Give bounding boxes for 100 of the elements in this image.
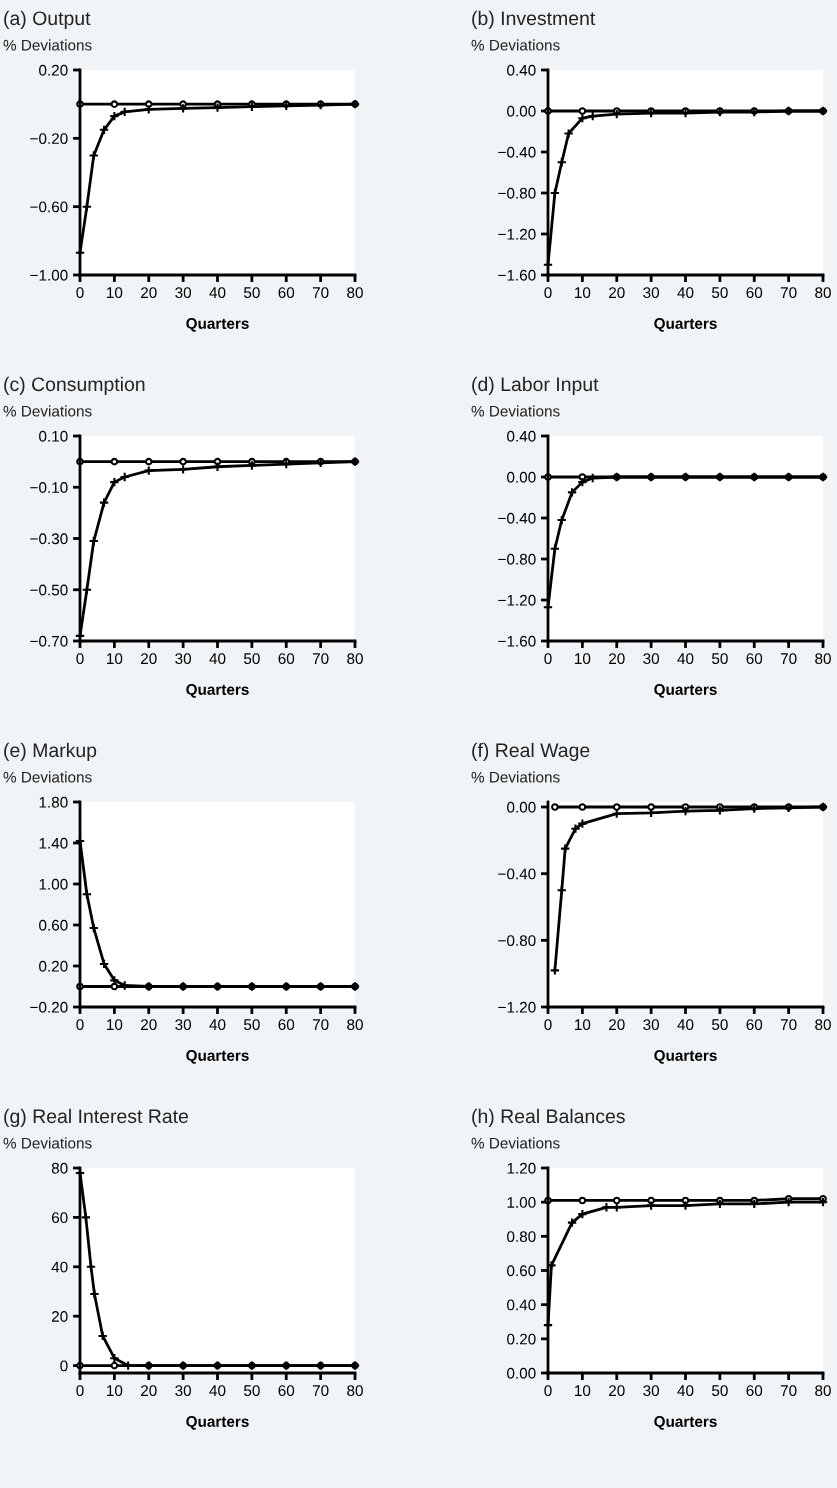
y-tick-label: 1.00 (507, 1197, 536, 1208)
y-tick-label: 0 (60, 1360, 68, 1372)
y-tick-label: −1.00 (30, 269, 68, 281)
x-tick-label: 60 (278, 653, 295, 665)
x-tick-label: 10 (107, 653, 123, 665)
y-tick-label: −1.20 (498, 594, 536, 606)
x-tick-label: 60 (746, 287, 763, 299)
x-tick-label: 50 (243, 653, 260, 665)
y-tick-label: −0.20 (30, 1001, 68, 1013)
y-tick-label: 1.00 (39, 878, 68, 890)
y-axis-title: % Deviations (471, 405, 560, 417)
x-tick-label: 30 (175, 1385, 192, 1397)
y-tick-label: −0.10 (30, 482, 68, 493)
y-tick-label: 0.20 (507, 1333, 536, 1345)
x-axis-title: Quarters (186, 1416, 249, 1430)
chart-title: (f) Real Wage (472, 742, 590, 761)
x-tick-label: 20 (141, 1019, 157, 1031)
x-tick-label: 10 (575, 653, 591, 665)
y-tick-label: −1.20 (498, 1001, 536, 1013)
x-tick-label: 80 (815, 287, 831, 299)
x-tick-label: 40 (677, 287, 694, 299)
y-tick-label: 0.20 (39, 960, 68, 972)
x-tick-label: 50 (711, 1385, 728, 1397)
x-axis-title: Quarters (186, 684, 249, 698)
y-tick-label: 1.40 (39, 837, 68, 849)
x-tick-label: 80 (347, 1385, 363, 1397)
y-tick-label: −0.80 (498, 187, 536, 199)
x-tick-label: 0 (76, 1019, 84, 1031)
x-tick-label: 70 (312, 1019, 329, 1031)
x-tick-label: 70 (780, 1385, 797, 1397)
x-tick-label: 50 (243, 1019, 260, 1031)
x-axis-title: Quarters (186, 318, 249, 332)
y-tick-label: 0.60 (507, 1265, 536, 1277)
x-tick-label: 40 (677, 653, 694, 665)
x-tick-label: 10 (107, 1385, 123, 1397)
x-tick-label: 50 (711, 653, 728, 665)
x-tick-label: 20 (609, 1019, 625, 1031)
x-tick-label: 60 (746, 653, 763, 665)
x-tick-label: 50 (243, 1385, 260, 1397)
y-axis-title: % Deviations (3, 1137, 92, 1149)
chart-title: (g) Real Interest Rate (4, 1108, 189, 1127)
y-tick-label: 60 (51, 1212, 68, 1224)
y-axis-title: % Deviations (471, 1137, 560, 1149)
x-tick-label: 40 (677, 1019, 694, 1031)
x-tick-label: 0 (76, 1385, 84, 1397)
y-tick-label: −0.40 (498, 146, 536, 158)
x-tick-label: 30 (643, 1385, 660, 1397)
y-tick-label: −0.60 (30, 201, 68, 213)
chart-title: (d) Labor Input (472, 376, 599, 395)
x-tick-label: 20 (141, 1385, 157, 1397)
x-tick-label: 40 (209, 287, 226, 299)
y-tick-label: 0.40 (507, 430, 536, 442)
y-tick-label: −1.20 (498, 228, 536, 240)
x-tick-label: 20 (141, 287, 157, 299)
x-tick-label: 80 (815, 1019, 831, 1031)
y-tick-label: 0.40 (507, 64, 536, 76)
y-tick-label: −0.80 (498, 935, 536, 947)
x-tick-label: 30 (175, 287, 192, 299)
y-tick-label: 80 (51, 1162, 68, 1174)
y-tick-label: 40 (51, 1261, 68, 1273)
x-tick-label: 40 (209, 653, 226, 665)
x-tick-label: 80 (815, 653, 831, 665)
x-tick-label: 70 (780, 1019, 797, 1031)
x-tick-label: 60 (746, 1019, 763, 1031)
x-tick-label: 20 (609, 287, 625, 299)
x-tick-label: 70 (312, 287, 329, 299)
y-tick-label: −0.80 (498, 553, 536, 565)
x-axis-title: Quarters (654, 1416, 717, 1430)
x-tick-label: 10 (575, 1385, 591, 1397)
x-tick-label: 0 (544, 287, 552, 299)
y-tick-label: 0.60 (39, 919, 68, 931)
y-tick-label: 0.20 (39, 64, 68, 76)
y-tick-label: −0.40 (498, 512, 536, 524)
y-tick-label: 0.40 (507, 1299, 536, 1311)
x-tick-label: 20 (141, 653, 157, 665)
x-tick-label: 60 (278, 1019, 295, 1031)
y-axis-title: % Deviations (471, 39, 560, 51)
x-tick-label: 10 (107, 1019, 123, 1031)
x-tick-label: 50 (711, 1019, 728, 1031)
chart-title: (a) Output (4, 10, 91, 29)
chart-title: (e) Markup (4, 742, 97, 761)
x-tick-label: 30 (175, 1019, 192, 1031)
x-tick-label: 80 (347, 653, 363, 665)
x-tick-label: 50 (243, 287, 260, 299)
y-tick-label: 0.00 (507, 105, 536, 117)
x-tick-label: 0 (544, 1385, 552, 1397)
x-tick-label: 70 (312, 1385, 329, 1397)
y-tick-label: 0.00 (507, 801, 536, 813)
y-tick-label: 0.80 (507, 1231, 536, 1243)
x-tick-label: 10 (575, 1019, 591, 1031)
x-tick-label: 10 (107, 287, 123, 299)
x-tick-label: 30 (643, 1019, 660, 1031)
chart-title: (b) Investment (472, 10, 596, 29)
x-tick-label: 20 (609, 653, 625, 665)
x-tick-label: 10 (575, 287, 591, 299)
x-tick-label: 60 (746, 1385, 763, 1397)
x-tick-label: 80 (347, 287, 363, 299)
y-tick-label: 0.00 (507, 471, 536, 483)
x-tick-label: 40 (677, 1385, 694, 1397)
y-tick-label: 0.10 (39, 430, 68, 442)
